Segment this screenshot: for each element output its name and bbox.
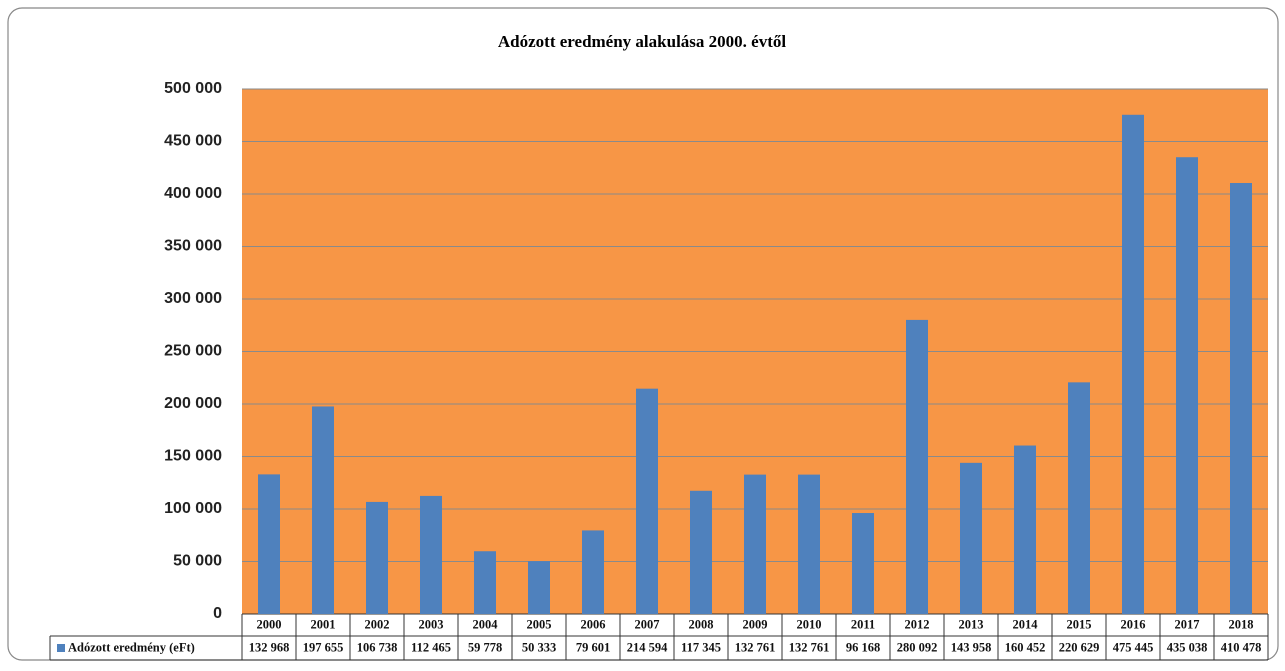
data-label: 475 445 [1113,640,1154,654]
bar [798,474,820,614]
data-label: 50 333 [522,640,556,654]
x-tick-label: 2005 [527,617,552,631]
chart-title: Adózott eredmény alakulása 2000. évtől [498,32,786,51]
x-tick-label: 2001 [311,617,336,631]
data-label: 435 038 [1167,640,1208,654]
bar [582,530,604,614]
x-tick-label: 2015 [1067,617,1092,631]
y-tick-label: 150 000 [164,448,222,465]
data-label: 280 092 [897,640,938,654]
bar [420,495,442,614]
y-tick-label: 100 000 [164,500,222,517]
x-tick-label: 2017 [1175,617,1200,631]
bar [744,474,766,614]
bar [1014,445,1036,614]
data-label: 132 968 [249,640,290,654]
data-label: 106 738 [357,640,398,654]
x-tick-label: 2013 [959,617,984,631]
bar [312,406,334,614]
bar [852,513,874,614]
bar [258,474,280,614]
data-label: 160 452 [1005,640,1046,654]
bar [474,551,496,614]
x-tick-label: 2009 [743,617,768,631]
legend-swatch [57,644,65,652]
x-tick-label: 2018 [1229,617,1254,631]
data-label: 96 168 [846,640,880,654]
bar [690,490,712,614]
bar [906,319,928,614]
x-tick-label: 2011 [851,617,875,631]
x-tick-label: 2006 [581,617,606,631]
data-label: 117 345 [681,640,721,654]
data-label: 79 601 [576,640,610,654]
data-label: 197 655 [303,640,344,654]
y-tick-label: 350 000 [164,238,222,255]
y-tick-label: 400 000 [164,185,222,202]
bar [528,561,550,614]
bar [1122,114,1144,615]
y-tick-label: 250 000 [164,343,222,360]
y-tick-label: 450 000 [164,133,222,150]
bar [1068,382,1090,614]
data-label: 143 958 [951,640,992,654]
y-tick-label: 500 000 [164,80,222,97]
bar [1176,157,1198,615]
x-tick-label: 2008 [689,617,714,631]
y-tick-label: 300 000 [164,290,222,307]
y-tick-label: 200 000 [164,395,222,412]
x-tick-label: 2002 [365,617,390,631]
data-label: 132 761 [735,640,776,654]
legend-label: Adózott eredmény (eFt) [68,640,195,654]
x-tick-label: 2014 [1013,617,1039,631]
bar [1230,182,1252,614]
x-tick-label: 2010 [797,617,822,631]
bar [636,388,658,614]
x-tick-label: 2007 [635,617,660,631]
x-tick-label: 2004 [473,617,499,631]
bar [960,462,982,614]
x-tick-label: 2012 [905,617,930,631]
y-tick-label: 50 000 [173,553,222,570]
bar [366,501,388,614]
data-label: 410 478 [1221,640,1262,654]
data-label: 59 778 [468,640,502,654]
x-tick-label: 2003 [419,617,444,631]
data-label: 112 465 [411,640,451,654]
data-label: 214 594 [627,640,668,654]
x-tick-label: 2000 [257,617,282,631]
data-label: 220 629 [1059,640,1100,654]
y-tick-label: 0 [213,605,222,622]
data-label: 132 761 [789,640,830,654]
x-tick-label: 2016 [1121,617,1146,631]
